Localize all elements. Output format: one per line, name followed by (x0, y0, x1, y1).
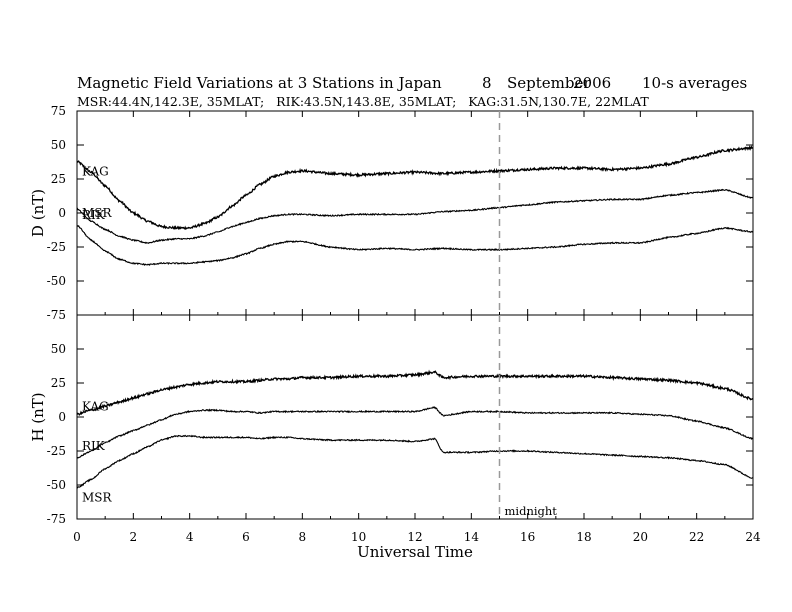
x-tick-label: 24 (745, 530, 761, 544)
y-tick-label: 0 (58, 206, 66, 220)
h-series-rik-line (76, 405, 754, 459)
x-tick-label: 16 (520, 530, 535, 544)
h-series-kag-line (76, 369, 754, 417)
x-tick-label: 6 (242, 530, 250, 544)
h-station-label-msr: MSR (82, 491, 113, 505)
x-tick-label: 4 (186, 530, 194, 544)
y-tick-label: 25 (51, 376, 66, 390)
y-tick-label: 0 (58, 410, 66, 424)
d-y-axis-label: D (nT) (29, 189, 47, 237)
d-series-rik-line (76, 188, 754, 245)
h-station-label-kag: KAG (82, 399, 109, 413)
d-station-label-msr: MSR (82, 206, 113, 220)
y-tick-label: 50 (51, 138, 66, 152)
x-tick-label: 8 (299, 530, 307, 544)
date-year: 2006 (573, 74, 611, 92)
x-axis-label: Universal Time (357, 543, 473, 561)
axis-ticks-layer (76, 110, 754, 520)
x-tick-label: 20 (633, 530, 648, 544)
x-tick-label: 10 (351, 530, 366, 544)
stations-info: MSR:44.4N,142.3E, 35MLAT; RIK:43.5N,143.… (77, 94, 649, 109)
y-tick-label: 50 (51, 342, 66, 356)
x-tick-label: 22 (689, 530, 704, 544)
averaging-note: 10-s averages (642, 74, 747, 92)
y-tick-label: -25 (47, 240, 66, 254)
date-day: 8 (482, 74, 492, 92)
d-station-label-kag: KAG (82, 164, 109, 178)
y-tick-label: 75 (51, 104, 66, 118)
h-panel-frame (76, 314, 754, 520)
x-tick-label: 0 (73, 530, 81, 544)
x-tick-label: 12 (407, 530, 422, 544)
x-tick-label: 18 (576, 530, 591, 544)
y-tick-label: -25 (47, 444, 66, 458)
d-station-label-rik: RIK (82, 208, 106, 222)
y-tick-label: -75 (47, 512, 66, 526)
h-series-msr-line (76, 434, 754, 489)
y-tick-label: -75 (47, 308, 66, 322)
date-month: September (507, 74, 591, 92)
chart-title: Magnetic Field Variations at 3 Stations … (77, 74, 442, 92)
y-tick-label: -50 (47, 478, 66, 492)
d-series-msr-line (76, 224, 754, 267)
d-panel-frame (76, 110, 754, 316)
labels-layer: 0 2 4 6 8 10 12 14 16 18 20 22 247550250-25-50-75502… (47, 104, 761, 544)
y-tick-label: 25 (51, 172, 66, 186)
x-tick-label: 2 (130, 530, 138, 544)
h-y-axis-label: H (nT) (29, 392, 47, 441)
d-series-kag-line (76, 145, 754, 231)
midnight-label: midnight (505, 504, 558, 518)
x-tick-label: 14 (464, 530, 480, 544)
series-lines-layer (76, 145, 754, 489)
h-station-label-rik: RIK (82, 439, 106, 453)
y-tick-label: -50 (47, 274, 66, 288)
